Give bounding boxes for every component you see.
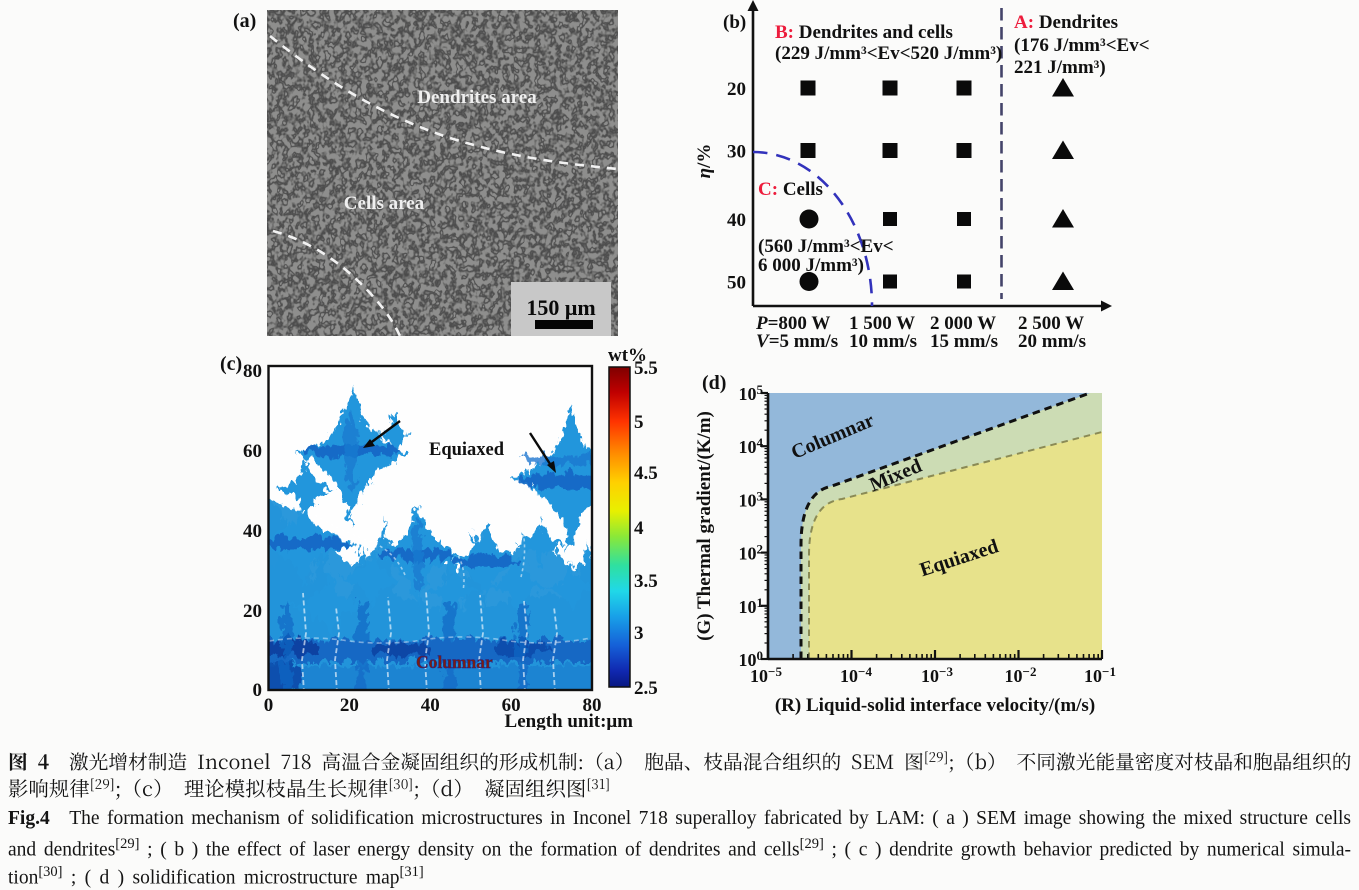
svg-text:C: Cells: C: Cells	[758, 179, 823, 200]
svg-text:20: 20	[727, 79, 746, 100]
svg-text:40: 40	[727, 210, 746, 231]
svg-text:3.5: 3.5	[634, 571, 658, 592]
svg-text:Equiaxed: Equiaxed	[429, 440, 505, 460]
svg-text:(R) Liquid-solid interface vel: (R) Liquid-solid interface velocity/(m/s…	[775, 695, 1095, 716]
svg-text:(c): (c)	[220, 353, 242, 375]
svg-text:Columnar: Columnar	[416, 652, 493, 672]
svg-text:10−2: 10−2	[1005, 664, 1037, 686]
svg-text:103: 103	[739, 488, 764, 510]
svg-text:80: 80	[243, 361, 262, 382]
svg-text:(G) Thermal gradient/(K/m): (G) Thermal gradient/(K/m)	[694, 411, 715, 641]
svg-text:0: 0	[264, 695, 274, 716]
svg-text:(229 J/mm³<Ev<520 J/mm³): (229 J/mm³<Ev<520 J/mm³)	[775, 43, 1002, 64]
svg-text:6 000 J/mm³): 6 000 J/mm³)	[758, 255, 864, 276]
svg-text:105: 105	[739, 382, 764, 404]
svg-text:0: 0	[253, 680, 263, 701]
svg-text:30: 30	[727, 142, 746, 163]
svg-text:B: Dendrites and cells: B: Dendrites and cells	[775, 22, 953, 43]
svg-text:(b): (b)	[723, 12, 746, 33]
svg-text:Cells area: Cells area	[344, 193, 425, 214]
svg-text:60: 60	[502, 695, 521, 716]
svg-text:40: 40	[421, 695, 440, 716]
svg-text:V=5 mm/s: V=5 mm/s	[756, 331, 838, 352]
svg-text:20 mm/s: 20 mm/s	[1018, 331, 1086, 352]
svg-text:(560 J/mm³<Ev<: (560 J/mm³<Ev<	[758, 236, 894, 257]
svg-text:80: 80	[583, 695, 602, 716]
svg-text:20: 20	[243, 601, 262, 622]
svg-text:20: 20	[340, 695, 359, 716]
svg-text:10−3: 10−3	[921, 664, 953, 686]
svg-text:3: 3	[634, 623, 644, 644]
svg-text:150 μm: 150 μm	[526, 295, 595, 320]
svg-text:4: 4	[634, 518, 644, 539]
svg-text:Length unit:μm: Length unit:μm	[505, 711, 634, 730]
svg-text:15 mm/s: 15 mm/s	[930, 331, 998, 352]
svg-text:(176 J/mm³<Ev<: (176 J/mm³<Ev<	[1014, 35, 1150, 56]
svg-text:104: 104	[739, 435, 764, 457]
svg-text:10 mm/s: 10 mm/s	[849, 331, 917, 352]
svg-text:4.5: 4.5	[634, 463, 658, 484]
svg-text:221 J/mm³): 221 J/mm³)	[1014, 57, 1106, 78]
svg-text:50: 50	[727, 273, 746, 294]
svg-text:wt%: wt%	[608, 345, 647, 366]
svg-text:5.5: 5.5	[634, 358, 658, 379]
svg-text:5: 5	[634, 412, 644, 433]
svg-text:P=800 W: P=800 W	[755, 313, 830, 334]
svg-text:2 500 W: 2 500 W	[1018, 313, 1084, 334]
svg-text:102: 102	[739, 542, 764, 564]
svg-text:A: Dendrites: A: Dendrites	[1014, 12, 1118, 33]
svg-text:60: 60	[243, 441, 262, 462]
svg-text:(d): (d)	[702, 372, 726, 394]
svg-text:Dendrites area: Dendrites area	[417, 87, 537, 108]
svg-text:101: 101	[739, 595, 764, 617]
svg-text:η/%: η/%	[694, 144, 715, 179]
svg-text:40: 40	[243, 521, 262, 542]
svg-text:1 500 W: 1 500 W	[849, 313, 915, 334]
svg-text:2.5: 2.5	[634, 678, 658, 699]
svg-text:10−5: 10−5	[750, 664, 782, 686]
svg-text:10−4: 10−4	[840, 664, 872, 686]
svg-text:2 000 W: 2 000 W	[930, 313, 996, 334]
svg-text:10−1: 10−1	[1084, 664, 1116, 686]
